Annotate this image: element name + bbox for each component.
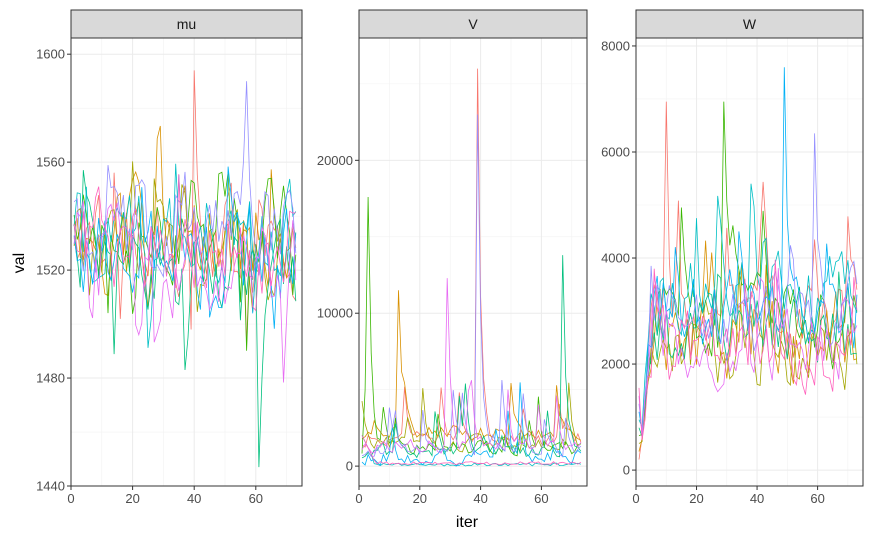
x-tick-label: 20 [125,491,139,506]
series-line-mu-6 [73,163,297,348]
x-tick-label: 40 [473,491,487,506]
y-tick-label: 4000 [601,251,630,266]
series-line-mu-9 [73,200,297,383]
facet-strip-W [635,9,864,39]
facet-strip-mu [70,9,303,39]
x-tick-label: 0 [67,491,74,506]
x-tick-label: 60 [810,491,824,506]
facet-strip-label-V: V [468,16,478,32]
series-line-mu-7 [73,166,297,329]
x-tick-label: 60 [249,491,263,506]
series-line-W-5 [638,271,857,437]
series-line-W-10 [638,259,858,441]
y-tick-label: 1520 [36,263,65,278]
y-tick-label: 1600 [36,47,65,62]
y-axis-title: val [11,253,28,273]
series-line-W-6 [638,183,858,428]
facet-strip-label-mu: mu [177,16,196,32]
series-line-mu-10 [73,174,296,312]
y-tick-label: 0 [623,463,630,478]
facet-strip-V [358,9,588,39]
y-tick-label: 10000 [317,306,353,321]
y-tick-label: 1560 [36,155,65,170]
series-line-W-9 [638,268,858,438]
y-tick-label: 1440 [36,479,65,494]
x-tick-label: 60 [534,491,548,506]
series-line-V-7 [361,382,582,466]
y-tick-label: 2000 [601,357,630,372]
x-tick-label: 20 [413,491,427,506]
x-tick-label: 40 [187,491,201,506]
x-tick-label: 0 [355,491,362,506]
x-tick-label: 40 [750,491,764,506]
panel-background-W [636,38,863,486]
x-axis-title: iter [456,514,479,531]
series-line-W-7 [638,67,858,431]
y-tick-label: 1480 [36,371,65,386]
x-tick-label: 20 [689,491,703,506]
y-tick-label: 20000 [317,153,353,168]
series-line-V-9 [361,278,582,454]
panel-background-V [359,38,587,486]
facet-strip-label-W: W [743,16,757,32]
series-line-V-10 [361,435,582,466]
y-tick-label: 0 [346,459,353,474]
x-tick-label: 0 [632,491,639,506]
y-tick-label: 6000 [601,144,630,159]
series-line-V-8 [361,114,582,458]
series-line-mu-8 [73,81,297,279]
y-tick-label: 8000 [601,38,630,53]
series-line-mu-4 [73,171,297,351]
series-line-W-8 [638,133,858,432]
